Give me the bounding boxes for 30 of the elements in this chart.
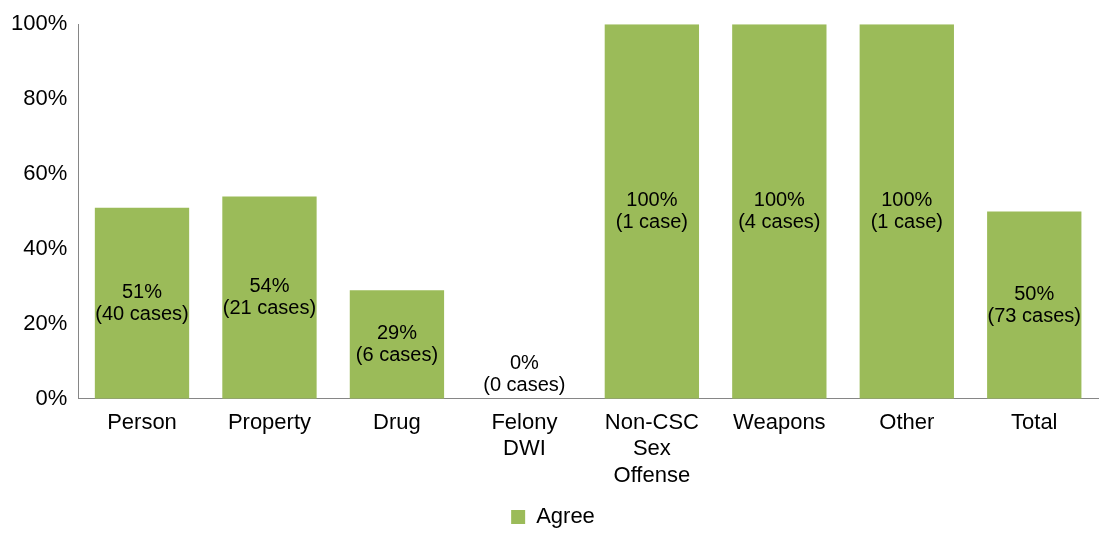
legend-label: Agree (536, 503, 595, 529)
x-tick-label: Person (107, 409, 177, 435)
data-label: 51% (40 cases) (95, 279, 189, 324)
bar (604, 24, 700, 399)
bar (349, 290, 445, 399)
x-tick-label: Other (879, 409, 935, 435)
bar (987, 211, 1082, 399)
bar (859, 24, 954, 399)
x-tick-label: Total (1011, 409, 1058, 435)
y-tick-label: 20% (23, 309, 68, 335)
x-tick-label: Non-CSC Sex Offense (604, 409, 700, 487)
x-tick-label: Property (227, 409, 312, 435)
y-tick-label: 40% (23, 235, 68, 261)
data-label: 29% (6 cases) (355, 321, 439, 365)
data-label: 0% (0 cases) (483, 351, 566, 396)
y-tick-label: 60% (23, 160, 68, 186)
data-label: 50% (73 cases) (987, 281, 1081, 326)
x-tick-label: Felony DWI (491, 409, 558, 461)
bar (94, 207, 190, 399)
data-label: 100% (1 case) (615, 188, 688, 233)
x-tick-label: Weapons (733, 409, 826, 435)
data-label: 100% (1 case) (870, 188, 943, 233)
bar (732, 24, 827, 399)
x-tick-label: Drug (373, 409, 421, 435)
y-tick-label: 0% (35, 384, 68, 410)
data-label: 54% (21 cases) (222, 274, 317, 319)
bar (222, 196, 317, 399)
y-tick-label: 100% (10, 10, 68, 36)
y-tick-label: 80% (23, 85, 68, 111)
data-label: 100% (4 cases) (738, 188, 821, 233)
